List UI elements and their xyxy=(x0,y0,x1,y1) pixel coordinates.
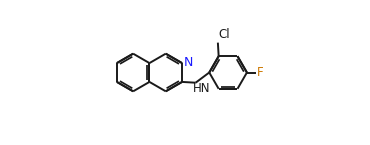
Text: Cl: Cl xyxy=(219,28,230,41)
Text: HN: HN xyxy=(193,82,211,95)
Text: N: N xyxy=(184,56,193,69)
Text: F: F xyxy=(257,66,264,79)
